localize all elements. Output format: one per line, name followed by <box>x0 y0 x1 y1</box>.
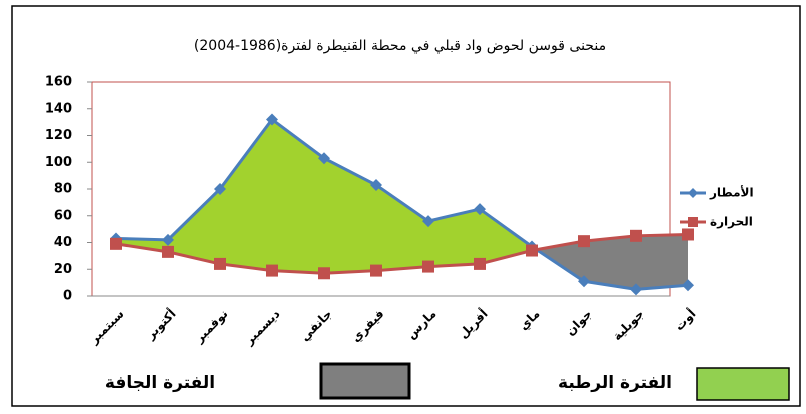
legend-marker <box>688 217 698 227</box>
wet-area <box>220 119 272 271</box>
legend-label: الأمطار <box>709 185 754 200</box>
wet-area <box>428 209 480 267</box>
y-tick-label: 80 <box>54 182 72 197</box>
wet-area <box>376 184 428 271</box>
point <box>162 245 174 258</box>
point <box>422 260 434 273</box>
dry-label: الفترة الجافة <box>105 373 215 393</box>
y-tick-label: 60 <box>54 208 72 223</box>
series-line <box>115 232 689 275</box>
dry-area <box>536 241 584 282</box>
wet-label: الفترة الرطبة <box>558 373 672 393</box>
wet-swatch <box>696 367 790 401</box>
point <box>578 235 590 248</box>
chart-title: منحنى قوسن لحوض واد قبلي في محطة القنيطر… <box>194 38 606 54</box>
point <box>266 264 278 277</box>
point <box>682 228 694 241</box>
dry-area <box>636 234 688 290</box>
point <box>630 283 642 296</box>
series-line <box>115 117 689 291</box>
dry-area <box>584 235 636 290</box>
wet-area <box>168 189 220 264</box>
point <box>578 275 590 288</box>
point <box>526 244 538 257</box>
point <box>474 257 486 270</box>
point <box>214 257 226 270</box>
y-tick-label: 100 <box>45 155 72 170</box>
point <box>474 203 486 216</box>
point <box>162 233 174 246</box>
y-tick-label: 20 <box>54 262 72 277</box>
point <box>318 267 330 280</box>
point <box>370 178 382 191</box>
legend-marker <box>688 188 698 198</box>
point <box>214 183 226 195</box>
point <box>370 264 382 277</box>
wet-area <box>324 158 376 274</box>
legend-label: الحرارة <box>710 215 753 229</box>
y-tick-label: 40 <box>54 235 72 250</box>
y-tick-label: 160 <box>45 75 72 90</box>
dry-swatch <box>319 362 411 400</box>
y-tick-label: 0 <box>63 289 72 304</box>
wet-area <box>480 209 532 264</box>
point <box>266 113 278 126</box>
point <box>422 215 434 228</box>
point <box>318 152 330 165</box>
point <box>682 279 694 292</box>
y-tick-label: 120 <box>45 128 72 143</box>
y-tick-label: 140 <box>45 101 72 116</box>
wet-area <box>272 119 324 274</box>
point <box>110 237 122 250</box>
point <box>630 229 642 242</box>
